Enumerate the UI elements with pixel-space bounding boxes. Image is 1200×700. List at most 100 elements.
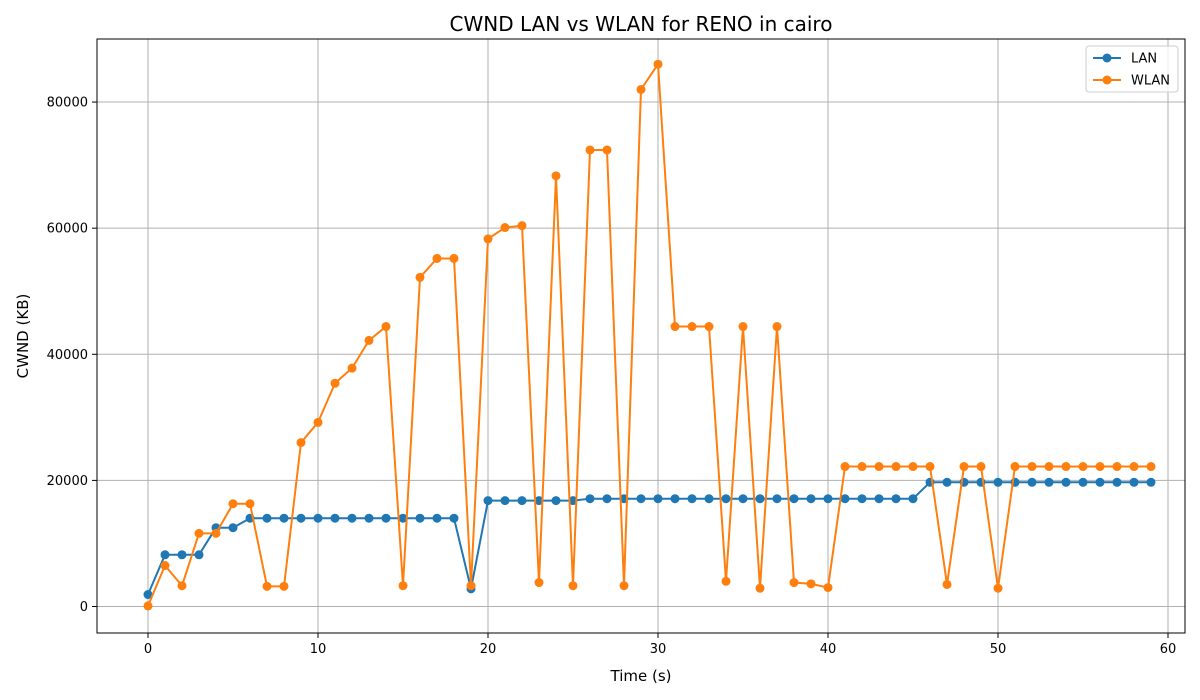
data-point-wlan <box>755 583 765 593</box>
data-point-wlan <box>1061 462 1071 472</box>
data-point-wlan <box>1027 462 1037 472</box>
data-point-wlan <box>959 462 969 472</box>
data-point-wlan <box>432 253 442 263</box>
data-point-lan <box>704 494 714 504</box>
data-point-lan <box>500 496 510 506</box>
data-point-lan <box>857 494 867 504</box>
data-point-lan <box>874 494 884 504</box>
data-point-lan <box>772 494 782 504</box>
y-tick-label: 20000 <box>47 474 88 489</box>
data-point-lan <box>1027 477 1037 487</box>
data-point-wlan <box>194 528 204 538</box>
data-point-wlan <box>211 528 221 538</box>
data-point-wlan <box>1095 462 1105 472</box>
data-point-lan <box>653 494 663 504</box>
data-point-wlan <box>245 499 255 509</box>
data-point-wlan <box>602 145 612 155</box>
data-point-wlan <box>330 378 340 388</box>
data-point-lan <box>942 477 952 487</box>
data-point-wlan <box>925 462 935 472</box>
data-point-wlan <box>568 581 578 591</box>
y-tick-label: 60000 <box>47 222 88 237</box>
data-point-wlan <box>398 581 408 591</box>
data-point-lan <box>177 550 187 560</box>
data-point-wlan <box>857 462 867 472</box>
data-point-wlan <box>789 578 799 588</box>
data-point-wlan <box>551 171 561 181</box>
data-point-wlan <box>483 234 493 244</box>
data-point-lan <box>347 513 357 523</box>
data-point-wlan <box>891 462 901 472</box>
data-point-lan <box>1129 477 1139 487</box>
data-point-wlan <box>160 561 170 571</box>
y-axis-title: CWND (KB) <box>14 294 32 379</box>
data-point-wlan <box>500 223 510 233</box>
series-layer <box>143 59 1156 611</box>
data-point-wlan <box>449 253 459 263</box>
data-point-lan <box>313 513 323 523</box>
data-point-lan <box>330 513 340 523</box>
data-point-lan <box>296 513 306 523</box>
data-point-lan <box>1095 477 1105 487</box>
data-point-lan <box>228 523 238 533</box>
data-point-lan <box>449 513 459 523</box>
data-point-lan <box>789 494 799 504</box>
data-point-lan <box>432 513 442 523</box>
data-point-wlan <box>942 579 952 589</box>
data-point-lan <box>840 494 850 504</box>
plot-area-frame <box>96 38 1186 634</box>
data-point-wlan <box>585 145 595 155</box>
data-point-wlan <box>177 581 187 591</box>
data-point-lan <box>517 496 527 506</box>
legend-marker-lan <box>1102 53 1112 63</box>
data-point-wlan <box>466 581 476 591</box>
data-point-wlan <box>1129 462 1139 472</box>
x-tick-label: 50 <box>990 642 1007 657</box>
data-point-wlan <box>1010 462 1020 472</box>
data-point-wlan <box>908 462 918 472</box>
data-point-lan <box>160 550 170 560</box>
x-axis-title: Time (s) <box>610 667 672 685</box>
data-point-lan <box>908 494 918 504</box>
data-point-wlan <box>721 576 731 586</box>
x-tick-label: 0 <box>144 642 152 657</box>
data-point-wlan <box>347 363 357 373</box>
data-point-wlan <box>738 322 748 332</box>
x-tick-label: 10 <box>310 642 327 657</box>
x-tick-label: 30 <box>650 642 667 657</box>
data-point-wlan <box>279 581 289 591</box>
data-point-lan <box>993 477 1003 487</box>
legend-marker-wlan <box>1102 75 1112 85</box>
chart-title: CWND LAN vs WLAN for RENO in cairo <box>450 12 833 36</box>
data-point-lan <box>143 590 153 600</box>
data-point-lan <box>415 513 425 523</box>
data-point-lan <box>755 494 765 504</box>
data-point-lan <box>279 513 289 523</box>
data-point-wlan <box>262 581 272 591</box>
data-point-wlan <box>228 499 238 509</box>
data-point-lan <box>1112 477 1122 487</box>
data-point-lan <box>262 513 272 523</box>
data-point-lan <box>721 494 731 504</box>
data-point-wlan <box>806 579 816 589</box>
data-point-lan <box>534 496 544 506</box>
data-point-lan <box>1044 477 1054 487</box>
data-point-lan <box>194 550 204 560</box>
data-point-lan <box>585 494 595 504</box>
legend-label-wlan: WLAN <box>1131 74 1170 89</box>
data-point-lan <box>823 494 833 504</box>
legend-label-lan: LAN <box>1131 52 1157 67</box>
data-point-lan <box>636 494 646 504</box>
data-point-wlan <box>1044 462 1054 472</box>
data-point-wlan <box>993 583 1003 593</box>
y-tick-label: 40000 <box>47 348 88 363</box>
x-tick-label: 60 <box>1160 642 1177 657</box>
data-point-wlan <box>874 462 884 472</box>
data-point-wlan <box>381 322 391 332</box>
series-wlan <box>143 59 1156 611</box>
data-point-wlan <box>840 462 850 472</box>
data-point-wlan <box>687 322 697 332</box>
data-point-lan <box>806 494 816 504</box>
